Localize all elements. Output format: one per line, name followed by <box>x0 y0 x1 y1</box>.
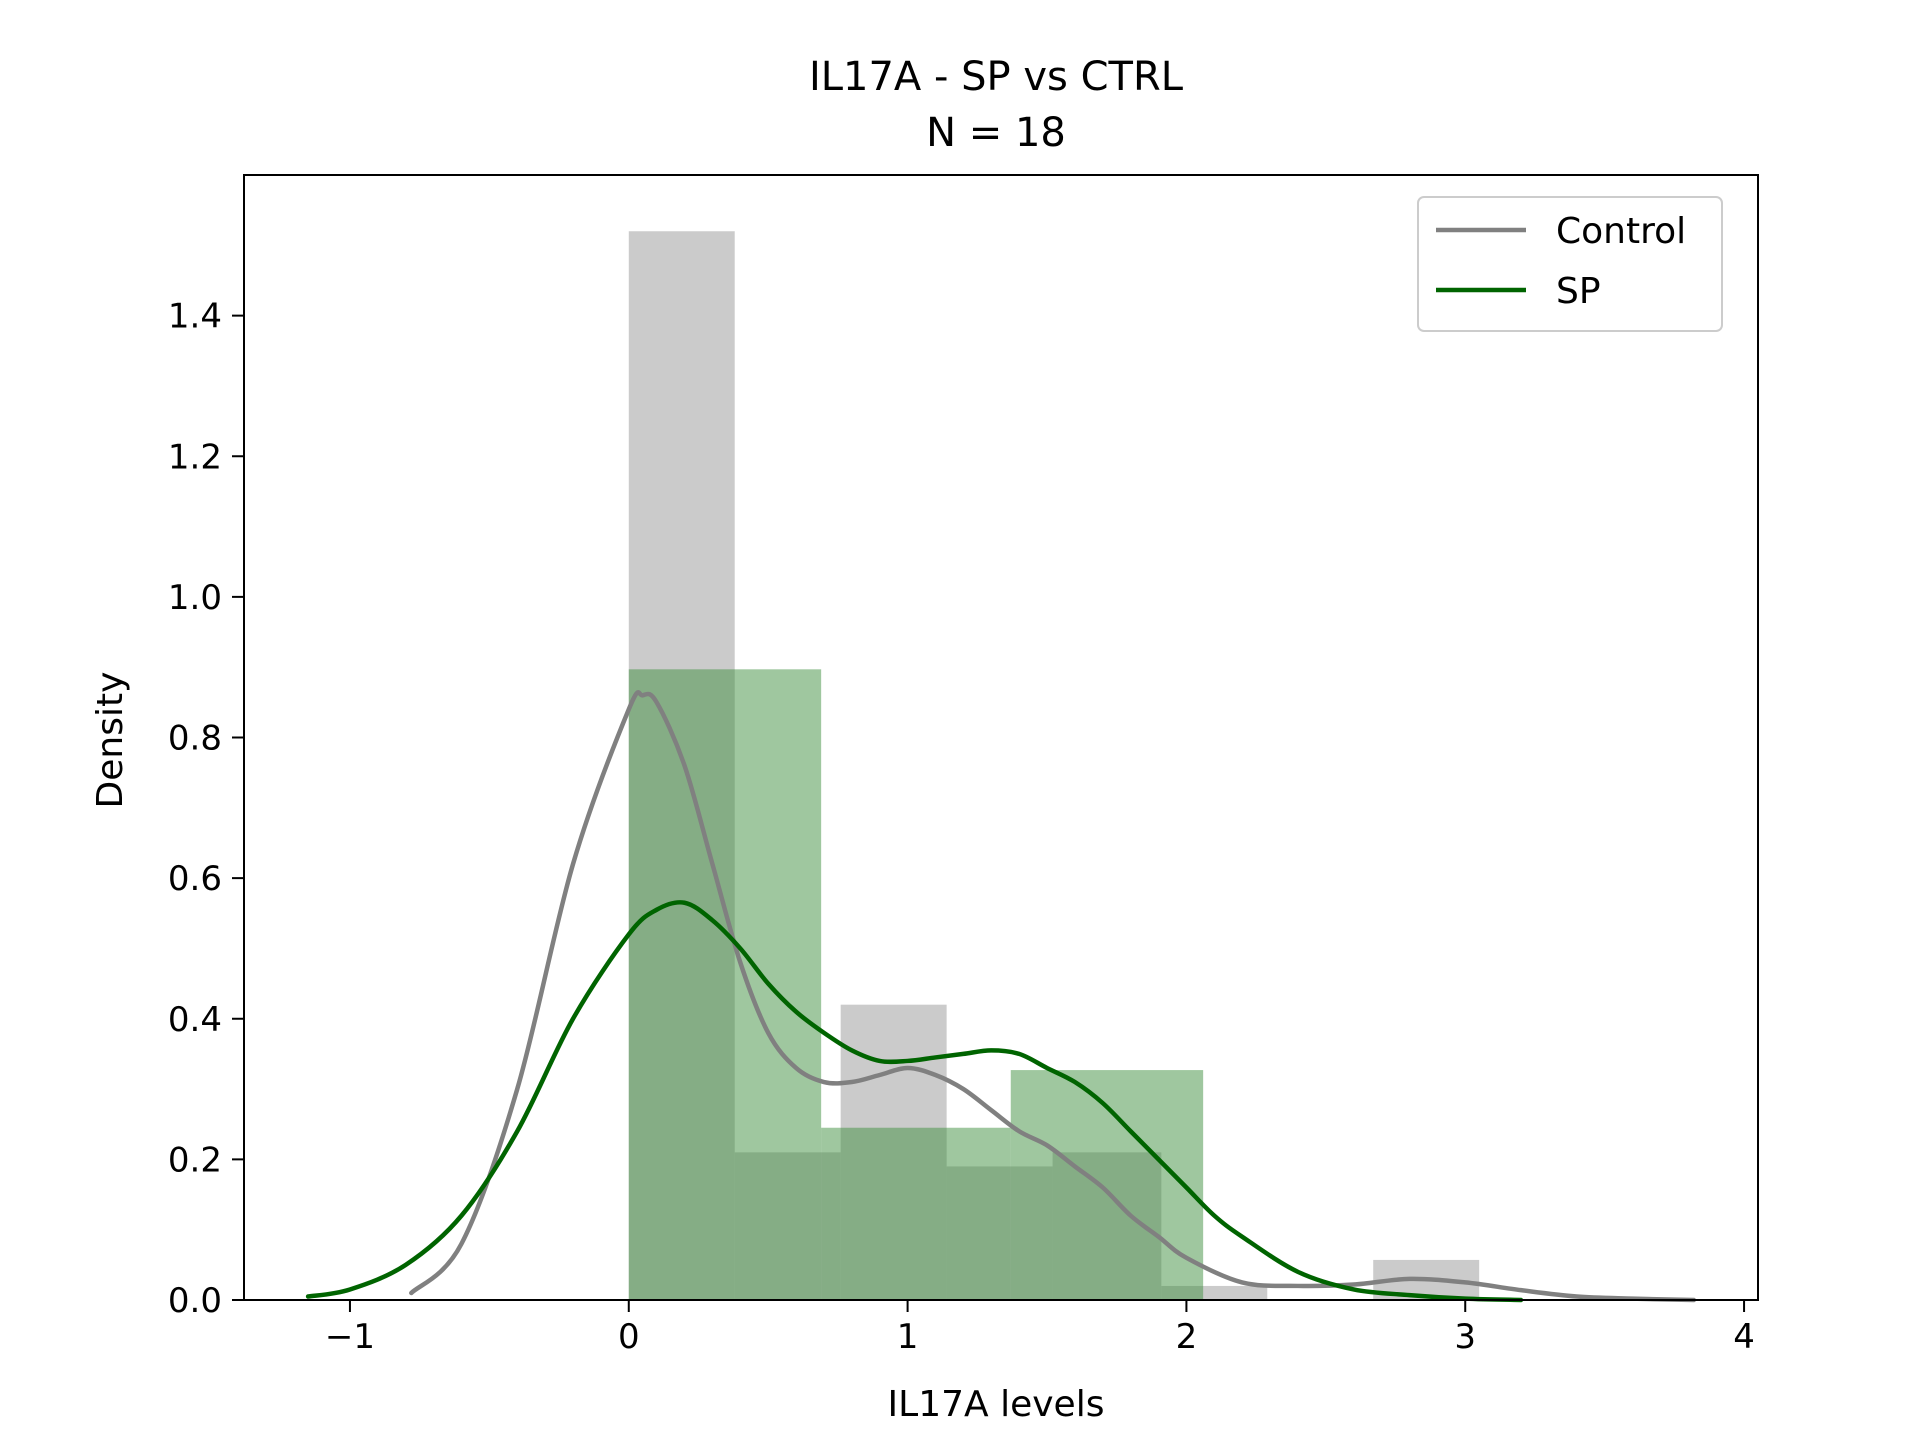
y-tick-label: 0.4 <box>168 1000 222 1040</box>
x-axis-ticks: −1 0 1 2 3 4 <box>325 1300 1755 1357</box>
sp-histogram-bar-0 <box>628 669 822 1300</box>
sp-histogram-bar-1 <box>821 1127 1011 1300</box>
histogram-bars <box>628 231 1480 1300</box>
legend-label-control: Control <box>1556 211 1686 252</box>
legend: Control SP <box>1417 196 1723 332</box>
x-tick-label: 4 <box>1733 1317 1755 1357</box>
y-tick-label: 0.2 <box>168 1140 222 1180</box>
chart-title: IL17A - SP vs CTRL <box>809 54 1184 100</box>
x-tick-label: 1 <box>897 1317 919 1357</box>
legend-label-sp: SP <box>1556 271 1601 312</box>
x-axis-label: IL17A levels <box>888 1384 1105 1425</box>
y-tick-label: 0.0 <box>168 1281 222 1321</box>
y-tick-label: 0.8 <box>168 719 222 759</box>
y-axis-label: Density <box>90 672 131 809</box>
y-tick-label: 1.2 <box>168 437 222 477</box>
density-curves <box>305 689 1697 1303</box>
x-tick-label: 2 <box>1176 1317 1198 1357</box>
y-tick-label: 1.0 <box>168 578 222 618</box>
chart-subtitle: N = 18 <box>926 110 1066 156</box>
sp-density-line <box>305 900 1524 1303</box>
x-tick-label: −1 <box>325 1317 375 1357</box>
x-tick-label: 3 <box>1454 1317 1476 1357</box>
control-density-line <box>409 689 1697 1303</box>
y-tick-label: 0.6 <box>168 859 222 899</box>
y-axis-ticks: 0.0 0.2 0.4 0.6 0.8 1.0 1.2 1.4 <box>168 297 244 1321</box>
x-tick-label: 0 <box>618 1317 640 1357</box>
y-tick-label: 1.4 <box>168 297 222 337</box>
